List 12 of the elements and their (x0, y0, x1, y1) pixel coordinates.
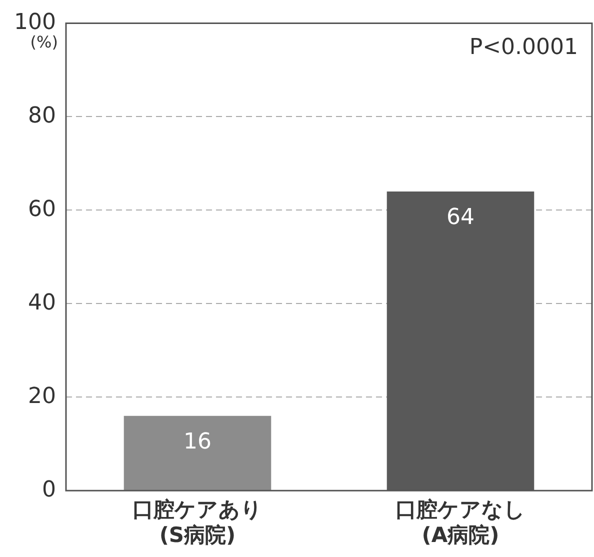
x-tick-label: 口腔ケアあり (S病院) (132, 498, 262, 547)
data-label: 16 (183, 430, 212, 455)
y-tick-label: 100 (14, 10, 56, 35)
y-tick-label: 40 (28, 290, 56, 316)
y-tick-label: 20 (28, 384, 56, 409)
data-label: 64 (446, 205, 474, 230)
y-axis-title: (%) (30, 32, 58, 52)
y-tick-label: 80 (28, 103, 56, 128)
annotation: P<0.0001 (469, 34, 578, 60)
x-tick-label: 口腔ケアなし (A病院) (396, 498, 526, 547)
y-tick-label: 0 (42, 477, 56, 502)
y-tick-label: 60 (28, 196, 56, 222)
